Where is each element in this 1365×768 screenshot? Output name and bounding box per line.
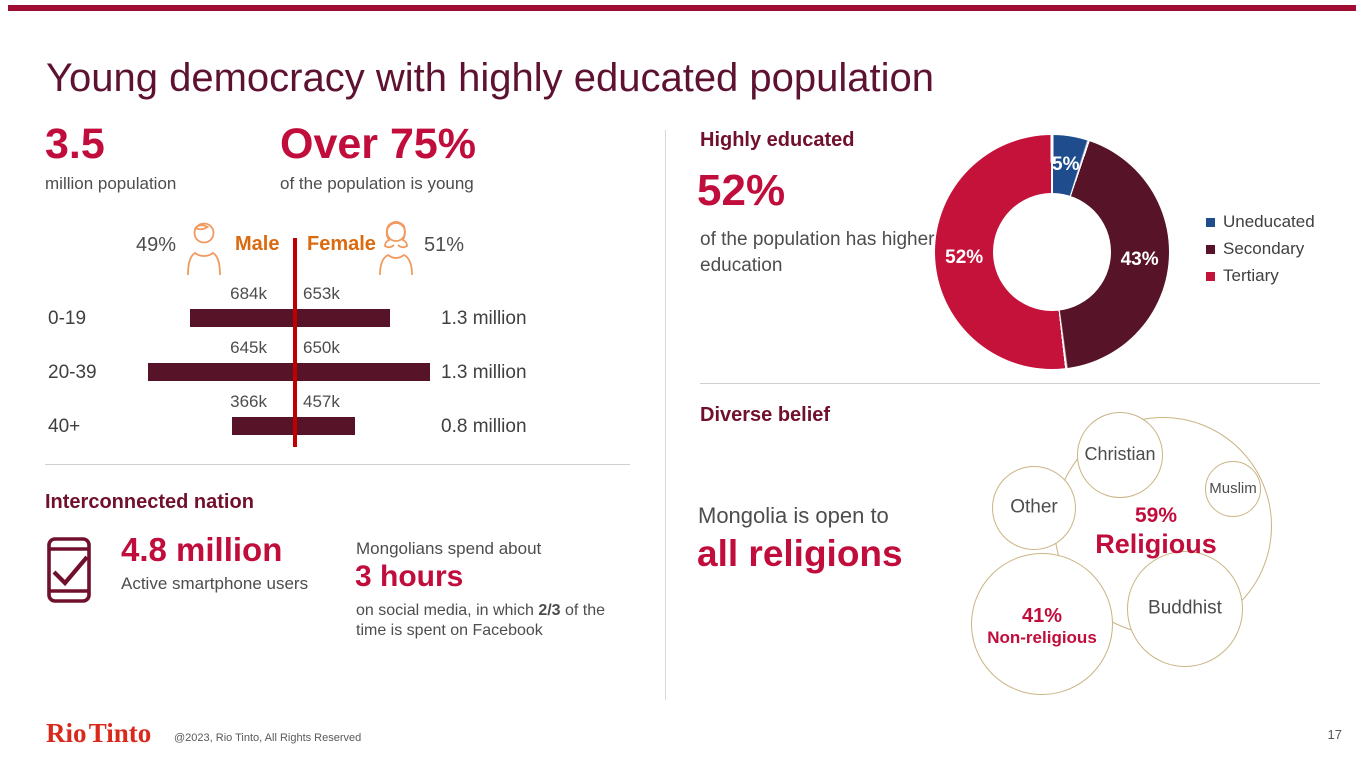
social-detail-pre: on social media, in which — [356, 602, 539, 619]
pyramid-female-value: 650k — [303, 338, 340, 357]
pyramid-male-value: 684k — [230, 284, 267, 303]
belief-intro: Mongolia is open to — [698, 503, 889, 528]
donut-slice-label: 52% — [945, 246, 984, 268]
social-intro: Mongolians spend about — [356, 539, 542, 558]
belief-heading: Diverse belief — [700, 404, 831, 426]
pyramid-female-value: 653k — [303, 284, 340, 303]
bubble-other — [992, 466, 1076, 550]
male-label: Male — [235, 233, 280, 255]
donut-hole — [993, 193, 1111, 311]
donut-slice-label: 43% — [1120, 249, 1159, 271]
pyramid-bar — [148, 363, 430, 381]
bubble-label-buddhist: Buddhist — [1148, 597, 1222, 619]
bubble-text: Non-religious — [987, 627, 1097, 647]
pyramid-bar — [190, 309, 390, 327]
pyramid-total-label: 1.3 million — [441, 362, 527, 383]
smartphone-check-icon — [46, 536, 96, 609]
column-divider — [665, 130, 666, 700]
bubble-text: Religious — [1095, 529, 1217, 560]
page-title: Young democracy with highly educated pop… — [46, 56, 935, 100]
legend-swatch — [1206, 244, 1215, 254]
bubble-buddhist — [1127, 551, 1243, 667]
legend-swatch — [1206, 271, 1215, 281]
education-donut-chart: 5% 43% 52% — [935, 135, 1169, 369]
bubble-pct: 59% — [1134, 504, 1178, 528]
bubble-religious — [1054, 417, 1272, 635]
smartphone-stat-value: 4.8 million — [121, 531, 283, 568]
bubble-label-other: Other — [1010, 496, 1058, 518]
legend-swatch — [1206, 217, 1215, 227]
pyramid-female-value: 457k — [303, 392, 340, 411]
left-section-divider — [45, 464, 630, 465]
pyramid-age-label: 20-39 — [48, 362, 97, 383]
legend-item: Uneducated — [1206, 212, 1315, 232]
pyramid-bar — [232, 417, 355, 435]
population-stat-value: 3.5 — [45, 120, 105, 168]
rio-tinto-logo: Rio Tinto — [46, 718, 152, 748]
young-stat-label: of the population is young — [280, 174, 474, 193]
young-stat-value: Over 75% — [280, 120, 477, 168]
pyramid-male-value: 366k — [230, 392, 267, 411]
page-number: 17 — [1327, 727, 1342, 742]
pyramid-center-axis — [293, 238, 297, 447]
bubble-label-non-religious: 41% Non-religious — [987, 604, 1097, 648]
bubble-label-religious: 59% Religious — [1095, 503, 1217, 561]
interconnected-heading: Interconnected nation — [45, 491, 254, 513]
legend-item: Secondary — [1206, 239, 1315, 259]
social-hours-value: 3 hours — [355, 560, 464, 593]
bubble-label-muslim: Muslim — [1209, 480, 1257, 497]
legend-label: Uneducated — [1223, 212, 1315, 231]
social-detail-post: of the time is spent on Facebook — [356, 602, 606, 639]
smartphone-stat-label: Active smartphone users — [121, 574, 309, 593]
education-legend: Uneducated Secondary Tertiary — [1206, 212, 1315, 293]
belief-value: all religions — [697, 533, 903, 574]
female-label: Female — [307, 233, 376, 255]
female-percentage: 51% — [424, 234, 465, 256]
legend-label: Tertiary — [1223, 266, 1279, 285]
bubble-christian — [1077, 412, 1163, 498]
male-percentage: 49% — [136, 234, 177, 256]
pyramid-total-label: 0.8 million — [441, 416, 527, 437]
pyramid-age-label: 0-19 — [48, 308, 87, 329]
pyramid-age-label: 40+ — [48, 416, 81, 437]
pyramid-total-label: 1.3 million — [441, 308, 527, 329]
social-detail-bold: 2/3 — [538, 602, 561, 619]
bubble-pct: 41% — [1021, 604, 1063, 627]
legend-item: Tertiary — [1206, 266, 1315, 286]
legend-label: Secondary — [1223, 239, 1305, 258]
male-icon — [186, 220, 222, 281]
right-section-divider — [700, 383, 1320, 384]
pyramid-male-value: 645k — [230, 338, 267, 357]
population-stat-label: million population — [45, 174, 177, 193]
education-stat-value: 52% — [697, 166, 786, 215]
bubble-muslim — [1205, 461, 1261, 517]
footer-copyright: @2023, Rio Tinto, All Rights Reserved — [174, 732, 362, 744]
education-heading: Highly educated — [700, 129, 855, 151]
donut-slice-label: 5% — [1052, 154, 1080, 176]
social-detail: on social media, in which 2/3 of the tim… — [356, 601, 606, 641]
top-accent-bar — [8, 5, 1356, 11]
education-stat-label: of the population has higher education — [700, 229, 935, 276]
female-icon — [376, 216, 416, 281]
bubble-label-christian: Christian — [1084, 444, 1156, 465]
bubble-non-religious — [971, 553, 1113, 695]
